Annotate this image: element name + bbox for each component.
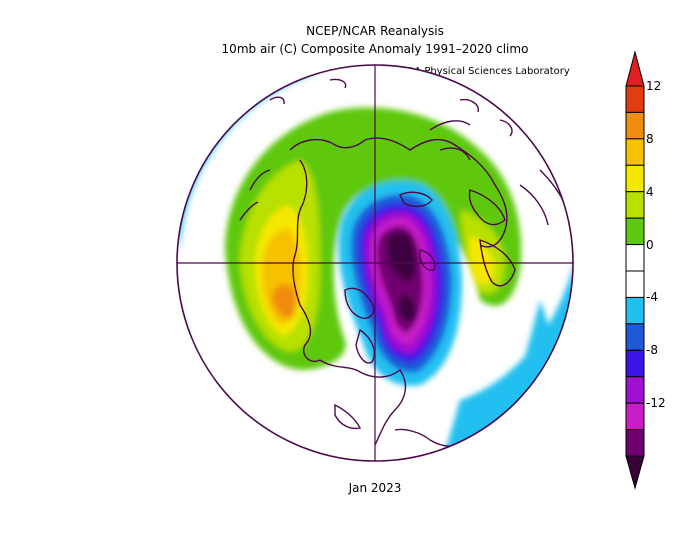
chart-subtitle: 10mb air (C) Composite Anomaly 1991–2020… <box>221 42 529 56</box>
colorbar-tick-label: 12 <box>646 79 662 93</box>
colorbar <box>625 50 645 490</box>
colorbar-segment <box>625 429 645 457</box>
colorbar-segment <box>625 402 645 431</box>
colorbar-segment <box>625 349 645 378</box>
colorbar-tick-label: -12 <box>646 396 666 411</box>
period-label: Jan 2023 <box>348 481 402 495</box>
colorbar-tick-label: -4 <box>646 290 658 305</box>
colorbar-segment <box>625 217 645 246</box>
colorbar-segment <box>625 85 645 113</box>
colorbar-tick-label: 8 <box>646 131 654 146</box>
colorbar-tick-label: 0 <box>646 237 654 252</box>
colorbar-segment <box>625 296 645 325</box>
colorbar-segment <box>625 138 645 166</box>
colorbar-segment <box>625 323 645 351</box>
colorbar-segment <box>625 244 645 272</box>
colorbar-tick-label: 4 <box>646 184 654 199</box>
map-border <box>176 64 574 462</box>
colorbar-segment <box>625 164 645 193</box>
source-label: NOAA Physical Sciences Laboratory <box>392 66 570 77</box>
colorbar-segment <box>625 376 645 404</box>
colorbar-segment <box>625 191 645 219</box>
coastlines <box>239 78 569 447</box>
colorbar-bottom-arrow <box>625 455 645 490</box>
colorbar-segment <box>625 270 645 298</box>
colorbar-segment <box>625 111 645 140</box>
colorbar-top-arrow <box>625 50 645 87</box>
chart-title: NCEP/NCAR Reanalysis <box>306 24 444 38</box>
colorbar-tick-label: -8 <box>646 343 658 358</box>
